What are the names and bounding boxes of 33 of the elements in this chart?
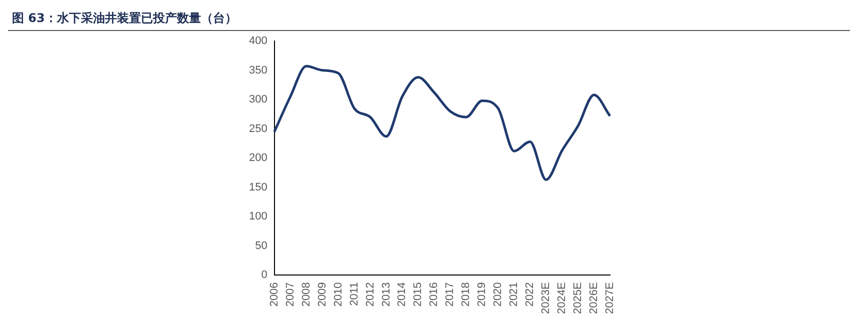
y-tick-label: 250: [248, 122, 268, 135]
text: 图 63：水下采油井装置已投产数量（台）: [8, 8, 850, 31]
x-tick-label: 2009: [316, 282, 328, 307]
x-tick-label: 2006: [268, 282, 280, 307]
x-tick-label: 2026E: [588, 282, 600, 314]
y-tick-label: 100: [248, 210, 268, 223]
x-tick-label: 2021: [508, 282, 520, 307]
x-tick-label: 2019: [476, 282, 488, 307]
x-tick-label: 2015: [412, 282, 424, 307]
y-tick-label: 150: [248, 181, 268, 194]
x-tick-label: 2024E: [556, 282, 568, 314]
y-tick-label: 400: [248, 35, 268, 48]
x-tick-label: 2025E: [572, 282, 584, 314]
x-tick-label: 2018: [460, 282, 472, 307]
x-tick-label: 2022: [524, 282, 536, 307]
x-tick-label: 2013: [380, 282, 392, 307]
x-tick-label: 2017: [444, 282, 456, 307]
x-tick-label: 2007: [284, 282, 296, 307]
line-series: [273, 64, 612, 182]
x-tick-label: 2008: [300, 282, 312, 307]
x-tick-label: 2016: [428, 282, 440, 307]
x-tick-label: 2012: [364, 282, 376, 307]
y-tick-label: 350: [248, 64, 268, 76]
x-tick-label: 2014: [396, 282, 408, 307]
y-tick-label: 300: [248, 94, 268, 106]
x-tick-label: 2027E: [604, 282, 616, 314]
y-tick-label: 50: [255, 240, 268, 252]
y-tick-label: 0: [261, 269, 268, 282]
x-tick-label: 2011: [348, 282, 360, 306]
x-tick-label: 2020: [492, 282, 504, 307]
x-tick-label: 2010: [332, 282, 344, 307]
y-tick-label: 200: [248, 152, 268, 164]
x-tick-label: 2023E: [540, 282, 552, 314]
